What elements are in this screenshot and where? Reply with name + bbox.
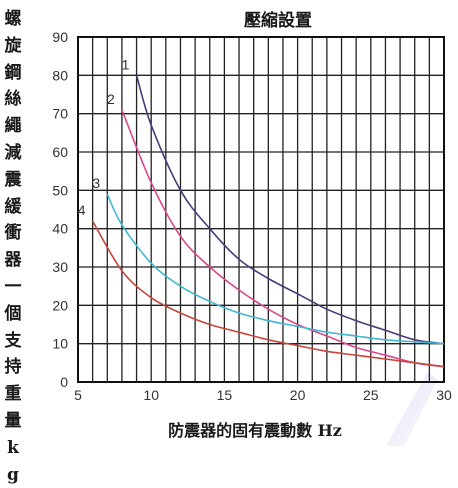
y-tick-label: 10 <box>52 336 68 352</box>
series-line-3 <box>106 193 445 345</box>
x-tick-label: 15 <box>217 387 233 403</box>
series-line-4 <box>91 220 445 368</box>
series-label-1: 1 <box>122 56 130 72</box>
y-tick-label: 30 <box>52 259 68 275</box>
y-axis-label-char: 螺 <box>4 9 22 29</box>
y-tick-label: 80 <box>52 67 68 83</box>
y-axis-label-char: 持 <box>4 357 22 378</box>
y-axis-label-char: 器 <box>4 250 22 271</box>
y-axis-label-char: 個 <box>4 303 22 324</box>
chart: 壓縮設置 1 2 34 5 10 15 20 25 30 0 10 20 30 40 50 60 70 80 9… <box>52 10 452 446</box>
x-tick-label: 25 <box>363 387 379 403</box>
y-axis-label-char: 旋 <box>4 35 22 56</box>
series-label-2: 2 <box>107 91 115 107</box>
y-tick-label: 50 <box>52 182 68 198</box>
y-axis-label-char: g <box>7 464 19 485</box>
y-axis-label-char: 量 <box>4 410 22 431</box>
y-axis-label-char: 鋼 <box>4 62 22 83</box>
y-axis-label-char: 緩 <box>4 196 22 217</box>
y-tick-label: 20 <box>52 297 68 313</box>
y-tick-label: 70 <box>52 106 68 122</box>
series-group: 1 2 34 <box>78 56 445 368</box>
y-tick-label: 40 <box>52 221 68 237</box>
y-axis-label-char: 震 <box>4 169 22 190</box>
y-tick-label: 90 <box>52 29 68 45</box>
plot-border <box>77 36 445 383</box>
series-label-4: 4 <box>78 202 86 218</box>
series-line-2 <box>121 109 445 368</box>
x-tick-label: 30 <box>436 387 452 403</box>
x-axis-label: 防震器的固有震動數 Hz <box>168 421 342 440</box>
y-axis-label-char: 衝 <box>4 223 22 244</box>
x-tick-label: 5 <box>74 387 82 403</box>
grid <box>77 36 445 383</box>
x-tick-label: 20 <box>290 387 306 403</box>
watermark-shape <box>386 372 438 446</box>
y-axis-label-char: 減 <box>4 142 22 163</box>
y-tick-labels: 0 10 20 30 40 50 60 70 80 90 <box>52 29 68 390</box>
x-tick-labels: 5 10 15 20 25 30 <box>74 387 452 403</box>
series-label-3: 3 <box>92 175 100 191</box>
y-tick-label: 0 <box>60 374 68 390</box>
y-axis-label-char: 重 <box>4 384 22 405</box>
y-axis-label-char: 一 <box>4 276 22 297</box>
y-tick-label: 60 <box>52 144 68 160</box>
y-axis-label-char: 支 <box>4 330 22 351</box>
y-axis-label-char: 絲 <box>4 89 22 110</box>
y-axis-label-char: 繩 <box>4 116 22 137</box>
chart-title: 壓縮設置 <box>244 10 312 31</box>
series-line-1 <box>135 75 445 345</box>
x-tick-label: 10 <box>143 387 159 403</box>
